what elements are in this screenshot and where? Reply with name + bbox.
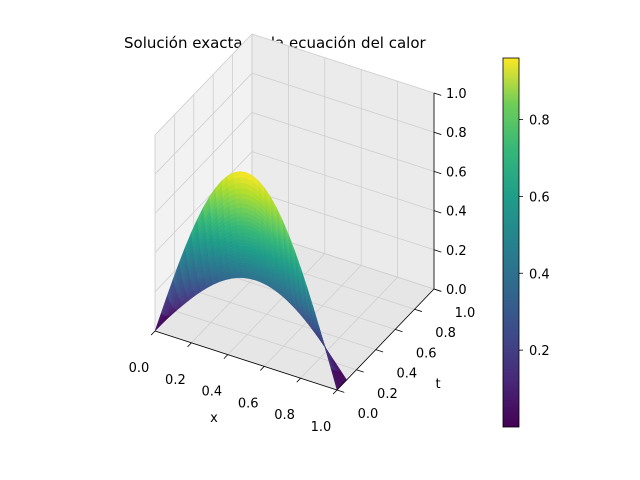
z-tick (433, 92, 442, 96)
grid-line (251, 151, 435, 211)
grid-line (154, 33, 253, 136)
grid-line (174, 310, 357, 371)
z-tick (433, 210, 442, 214)
t-tick-label: 0.0 (358, 407, 379, 422)
colorbar-gradient (502, 57, 520, 428)
x-tick (150, 330, 156, 336)
x-axis-line (154, 330, 338, 391)
z-tick (433, 131, 442, 135)
grid-line (251, 72, 435, 133)
x-tick (296, 377, 301, 383)
z-tick (433, 288, 442, 292)
z-tick-label: 0.4 (446, 205, 467, 220)
t-tick-label: 0.2 (377, 387, 398, 402)
grid-line (251, 33, 435, 94)
colorbar-ticks: 0.2 0.4 0.6 0.8 (519, 114, 550, 359)
grid-line (154, 72, 253, 175)
x-tick-label: 1.0 (311, 420, 332, 435)
x-tick (260, 366, 265, 371)
z-tick-label: 0.6 (446, 165, 467, 180)
grid-line (300, 276, 398, 379)
t-tick (336, 389, 345, 393)
z-tick-label: 0.8 (446, 126, 467, 141)
x-tick (223, 354, 229, 359)
x-tick (187, 342, 192, 348)
t-axis-line (336, 288, 435, 391)
colorbar-tick-label: 0.8 (529, 114, 550, 129)
x-tick-label: 0.0 (129, 361, 150, 376)
t-tick-label: 0.8 (435, 326, 456, 341)
grid-line (154, 151, 253, 253)
t-tick-label: 1.0 (455, 306, 476, 321)
grid-line (193, 290, 376, 350)
grid-line (251, 190, 435, 251)
x-tick-label: 0.6 (238, 396, 259, 411)
t-tick-label: 0.6 (416, 346, 437, 361)
z-tick-label: 0.2 (446, 244, 467, 259)
colorbar-tick-label: 0.6 (529, 190, 550, 205)
x-tick-label: 0.4 (201, 385, 222, 400)
t-tick (395, 329, 403, 333)
x-tick (332, 389, 338, 395)
z-tick-label: 0.0 (446, 283, 467, 298)
t-axis-label: t (435, 377, 440, 392)
colorbar-tick-label: 0.2 (529, 344, 550, 359)
colorbar-tick-label: 0.4 (529, 267, 550, 282)
x-tick-label: 0.8 (274, 408, 295, 423)
z-tick (433, 171, 442, 175)
axis-panes (154, 33, 435, 391)
grid-line (227, 253, 326, 355)
t-tick-label: 0.4 (396, 367, 417, 382)
t-tick (375, 349, 384, 353)
surface-mesh (154, 171, 347, 391)
x-tick-label: 0.2 (165, 373, 186, 388)
axis-lines (154, 93, 435, 391)
z-tick-label: 1.0 (446, 87, 467, 102)
x-axis-label: x (210, 411, 218, 426)
z-tick (433, 249, 442, 253)
tick-labels: 0.0 0.2 0.4 0.6 0.8 1.0 0.0 0.2 0.4 0.6 0.8 1.0 0.0 0… (129, 87, 476, 435)
grid-line (251, 112, 435, 172)
grid-line (154, 112, 253, 214)
t-tick (414, 308, 423, 312)
t-tick (356, 369, 364, 373)
